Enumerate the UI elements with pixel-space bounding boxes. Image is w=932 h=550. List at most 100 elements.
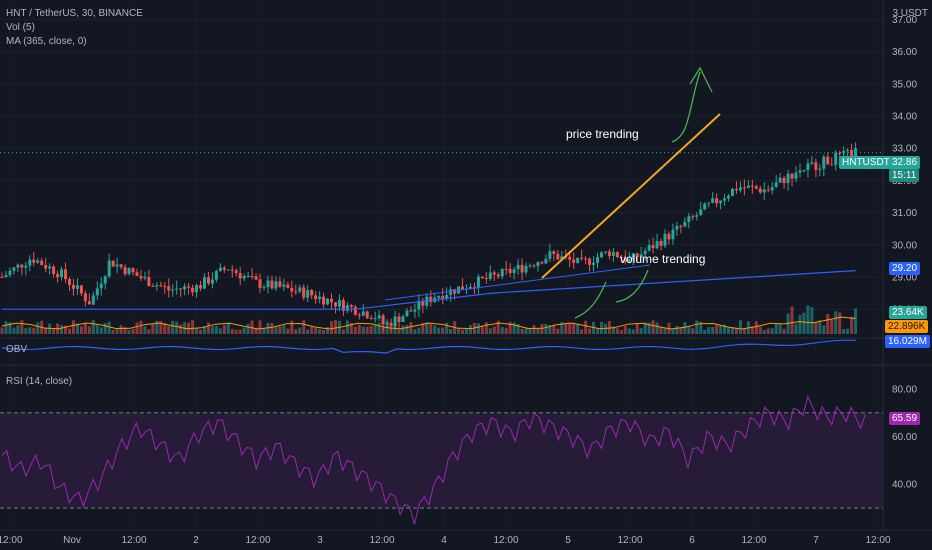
volume-bar	[576, 323, 580, 334]
candle	[786, 173, 790, 184]
candle	[56, 273, 60, 278]
candle	[210, 279, 214, 284]
obv-line	[1, 339, 856, 354]
volume-bar	[631, 329, 635, 334]
volume-bar	[568, 322, 572, 334]
candle	[750, 185, 754, 187]
candle	[734, 188, 738, 191]
volume-bar	[683, 322, 687, 334]
candle	[671, 229, 675, 240]
last-price-badge: 32.86	[889, 156, 921, 169]
candle	[544, 258, 548, 264]
volume-bar	[830, 319, 834, 334]
volume-bar	[377, 322, 381, 334]
volume-bar	[175, 321, 179, 334]
candle	[230, 269, 234, 271]
rsi-tick-label: 80.00	[892, 384, 917, 395]
rsi-pane-label[interactable]: RSI (14, close)	[6, 376, 73, 387]
rsi-tick-label: 40.00	[892, 480, 917, 491]
candle	[528, 265, 532, 267]
candle	[576, 257, 580, 263]
volume-bar	[790, 306, 794, 334]
volume-bar	[730, 327, 734, 334]
volume-bar	[230, 328, 234, 334]
indicator-ma-label[interactable]: MA (365, close, 0)	[6, 36, 87, 47]
volume-bar	[699, 321, 703, 334]
candle	[111, 260, 115, 267]
candle	[258, 279, 262, 289]
candle	[738, 187, 742, 191]
candle	[572, 259, 576, 263]
candle	[647, 244, 651, 251]
volume-bar	[286, 328, 290, 334]
candle	[468, 287, 472, 289]
volume-bar	[445, 322, 449, 334]
candle	[441, 296, 445, 299]
candle	[611, 252, 615, 256]
volume-bar	[222, 324, 226, 334]
volume-bar	[854, 308, 858, 334]
volume-bar	[532, 325, 536, 334]
candle	[512, 269, 516, 273]
candle	[635, 253, 639, 258]
volume-bar	[199, 329, 203, 334]
candle	[282, 284, 286, 287]
y-tick-label: 30.00	[892, 240, 917, 251]
candle	[155, 285, 159, 287]
volume-bar	[798, 315, 802, 334]
volume-bar	[67, 328, 71, 334]
volume-bar	[64, 325, 68, 334]
volume-bar	[822, 325, 826, 334]
candle	[171, 289, 175, 291]
obv-value-badge: 16.029M	[885, 335, 930, 348]
volume-bar	[226, 322, 230, 334]
volume-bar	[298, 327, 302, 334]
volume-bar	[615, 328, 619, 334]
volume-bar	[492, 326, 496, 334]
candle	[60, 269, 64, 278]
volume-bar	[151, 323, 155, 334]
candle	[500, 268, 504, 277]
candle	[449, 289, 453, 296]
volume-bar	[32, 327, 36, 334]
candle	[8, 270, 12, 276]
indicator-vol-label[interactable]: Vol (5)	[6, 22, 35, 33]
y-tick-label: 37.00	[892, 15, 917, 26]
obv-pane-label[interactable]: OBV	[6, 344, 28, 355]
scale-label[interactable]: 3 USDT	[892, 8, 928, 19]
candle	[187, 286, 191, 288]
volume-bar	[159, 321, 163, 334]
candle	[472, 287, 476, 289]
volume-bar	[206, 322, 210, 334]
candle	[655, 241, 659, 249]
candle	[202, 277, 206, 289]
volume-bar	[274, 326, 278, 334]
volume-bar	[333, 320, 337, 334]
volume-bar	[353, 326, 357, 334]
volume-bar	[734, 328, 738, 334]
candle	[393, 316, 397, 327]
candle	[603, 251, 607, 253]
volume-bar	[24, 328, 28, 334]
candle	[794, 172, 798, 179]
volume-bar	[314, 327, 318, 334]
volume-bar	[437, 327, 441, 334]
volume-bar	[282, 324, 286, 334]
candle	[107, 260, 111, 277]
volume-bar	[250, 320, 254, 334]
candle	[87, 301, 91, 305]
y-tick-label: 31.00	[892, 208, 917, 219]
candle	[326, 298, 330, 305]
volume-bar	[679, 327, 683, 334]
volume-bar	[87, 326, 91, 334]
volume-bar	[397, 329, 401, 334]
candle	[715, 198, 719, 204]
volume-bar	[270, 322, 274, 334]
volume-bar	[103, 323, 107, 334]
volume-bar	[540, 324, 544, 334]
candle	[480, 276, 484, 279]
candle	[103, 276, 107, 284]
volume-bar	[536, 328, 540, 334]
candle	[64, 269, 68, 280]
